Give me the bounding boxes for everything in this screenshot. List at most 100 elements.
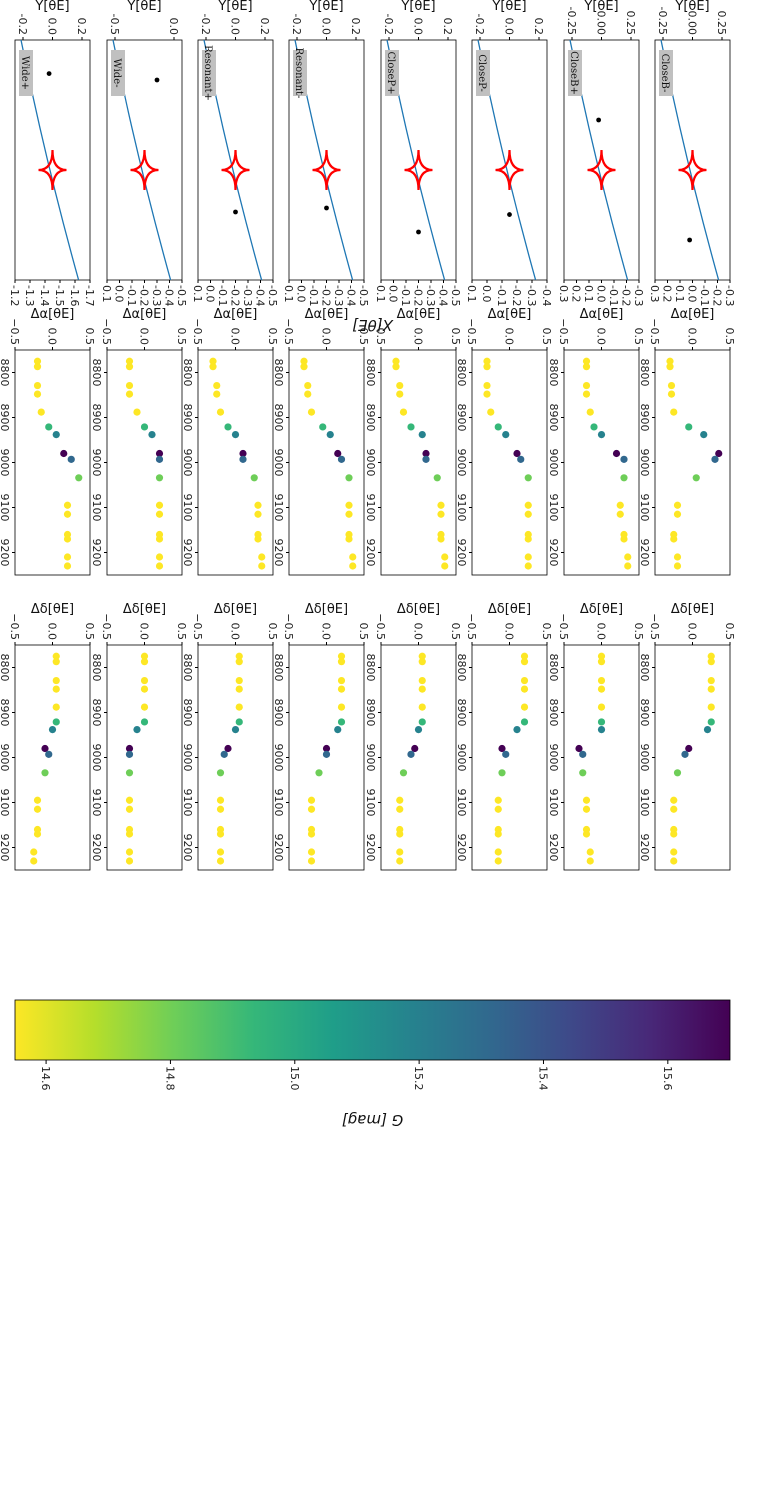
data-point bbox=[418, 718, 426, 726]
data-point bbox=[254, 535, 262, 543]
y-axis-label: Δα[θE] bbox=[580, 307, 624, 322]
caustic-panel-7: Wide-0.0-0.5-0.5-0.4-0.3-0.2-0.10.00.1Y[… bbox=[100, 0, 188, 306]
y-tick-label: 0.0 bbox=[503, 18, 516, 36]
data-point bbox=[304, 381, 312, 390]
alpha-panel-4: 0.5 0.0 −0.5 8800 8900 9000 9100 9200 Δα[θE] bbox=[364, 307, 462, 576]
data-point bbox=[586, 848, 594, 856]
model-label-text: CloseB- bbox=[659, 54, 670, 93]
caustic-curve bbox=[404, 149, 433, 191]
data-point bbox=[707, 658, 715, 666]
data-point bbox=[483, 357, 491, 365]
x-tick-label: 8900 bbox=[181, 699, 194, 727]
data-point bbox=[612, 449, 621, 458]
data-point bbox=[125, 381, 134, 390]
caustic-curve bbox=[678, 149, 707, 191]
y-tick-label: 0.0 bbox=[595, 623, 608, 641]
data-point bbox=[707, 676, 715, 685]
x-tick-label: -0.1 bbox=[216, 285, 229, 306]
data-point bbox=[418, 703, 426, 711]
y-tick-label: -0.2 bbox=[382, 14, 395, 35]
x-tick-label: -0.2 bbox=[711, 285, 724, 306]
x-tick-label: 9000 bbox=[364, 744, 377, 772]
data-point bbox=[620, 535, 628, 543]
data-point bbox=[498, 744, 506, 753]
y-tick-label: 0.5 bbox=[83, 623, 96, 641]
delta-panel-5: 0.5 0.0 −0.5 8800 8900 9000 9100 9200 Δδ[θE] bbox=[272, 602, 370, 871]
y-axis-label: Δα[θE] bbox=[488, 307, 532, 322]
data-point bbox=[620, 474, 628, 482]
x-tick-label: 9200 bbox=[90, 834, 103, 862]
x-tick-label: 9100 bbox=[181, 494, 194, 522]
source-point bbox=[46, 71, 52, 76]
data-point bbox=[711, 455, 719, 463]
source-point bbox=[507, 212, 512, 217]
data-point bbox=[692, 474, 700, 482]
delta-panel-2: 0.5 0.0 −0.5 8800 8900 9000 9100 9200 Δδ[θE] bbox=[547, 602, 645, 871]
y-tick-label: −0.5 bbox=[8, 318, 21, 345]
x-tick-label: -0.1 bbox=[307, 285, 320, 306]
data-point bbox=[235, 652, 243, 660]
x-tick-label: 0.1 bbox=[374, 285, 387, 303]
data-point bbox=[707, 718, 715, 726]
data-point bbox=[315, 769, 323, 777]
y-axis-label: Δα[θE] bbox=[397, 307, 441, 322]
data-point bbox=[396, 805, 404, 813]
y-tick-label: 0.0 bbox=[686, 328, 699, 346]
caustic-panel-6: Resonant+0.20.0-0.2-0.5-0.4-0.3-0.2-0.10… bbox=[191, 0, 279, 306]
data-point bbox=[483, 381, 491, 390]
x-tick-label: 9100 bbox=[547, 494, 560, 522]
data-point bbox=[579, 769, 587, 777]
model-label-text: CloseP+ bbox=[385, 51, 396, 94]
data-point bbox=[239, 455, 247, 463]
data-point bbox=[520, 685, 529, 693]
source-point bbox=[233, 209, 238, 215]
model-label: CloseB+ bbox=[568, 50, 582, 96]
data-point bbox=[209, 357, 217, 365]
x-tick-label: -0.3 bbox=[150, 285, 163, 306]
caustic-x-label: X[θE] bbox=[352, 316, 394, 334]
y-tick-label: −0.5 bbox=[374, 318, 387, 345]
data-point bbox=[700, 431, 708, 439]
data-point bbox=[411, 744, 419, 753]
panel-frame bbox=[197, 349, 274, 576]
x-tick-label: -0.4 bbox=[345, 285, 358, 306]
x-tick-label: 0.0 bbox=[595, 285, 608, 303]
y-tick-label: −0.5 bbox=[191, 318, 204, 345]
data-point bbox=[582, 363, 591, 371]
data-point bbox=[494, 830, 502, 838]
data-point bbox=[441, 562, 449, 570]
x-tick-label: 9100 bbox=[272, 494, 285, 522]
data-point bbox=[337, 718, 346, 726]
colorbar: 15.6 15.4 15.2 15.0 14.8 14.6 G [mag] bbox=[14, 999, 731, 1129]
panel-frame bbox=[563, 349, 640, 576]
caustic-panel-4: CloseP+0.20.0-0.2-0.5-0.4-0.3-0.2-0.10.0… bbox=[374, 0, 462, 306]
data-point bbox=[579, 750, 587, 758]
data-point bbox=[216, 769, 225, 777]
data-point bbox=[125, 848, 134, 856]
x-tick-label: 9000 bbox=[455, 744, 468, 772]
x-tick-label: 9000 bbox=[364, 449, 377, 477]
data-point bbox=[216, 805, 225, 813]
data-point bbox=[326, 431, 334, 439]
data-point bbox=[483, 363, 491, 371]
y-tick-label: -0.25 bbox=[565, 7, 578, 35]
data-point bbox=[337, 703, 346, 711]
y-tick-label: -0.2 bbox=[199, 14, 212, 35]
data-point bbox=[52, 652, 60, 660]
data-point bbox=[575, 744, 583, 753]
data-point bbox=[407, 750, 415, 758]
data-point bbox=[33, 805, 42, 813]
data-point bbox=[216, 830, 225, 838]
data-point bbox=[41, 744, 49, 753]
x-tick-label: 9000 bbox=[547, 744, 560, 772]
data-point bbox=[597, 718, 606, 726]
data-point bbox=[52, 685, 60, 693]
y-tick-label: 0.0 bbox=[503, 328, 516, 346]
data-point bbox=[433, 474, 441, 482]
data-point bbox=[396, 381, 404, 390]
data-point bbox=[520, 652, 529, 660]
data-point bbox=[307, 408, 316, 416]
data-point bbox=[67, 455, 75, 463]
data-point bbox=[63, 510, 72, 518]
data-point bbox=[231, 431, 240, 439]
